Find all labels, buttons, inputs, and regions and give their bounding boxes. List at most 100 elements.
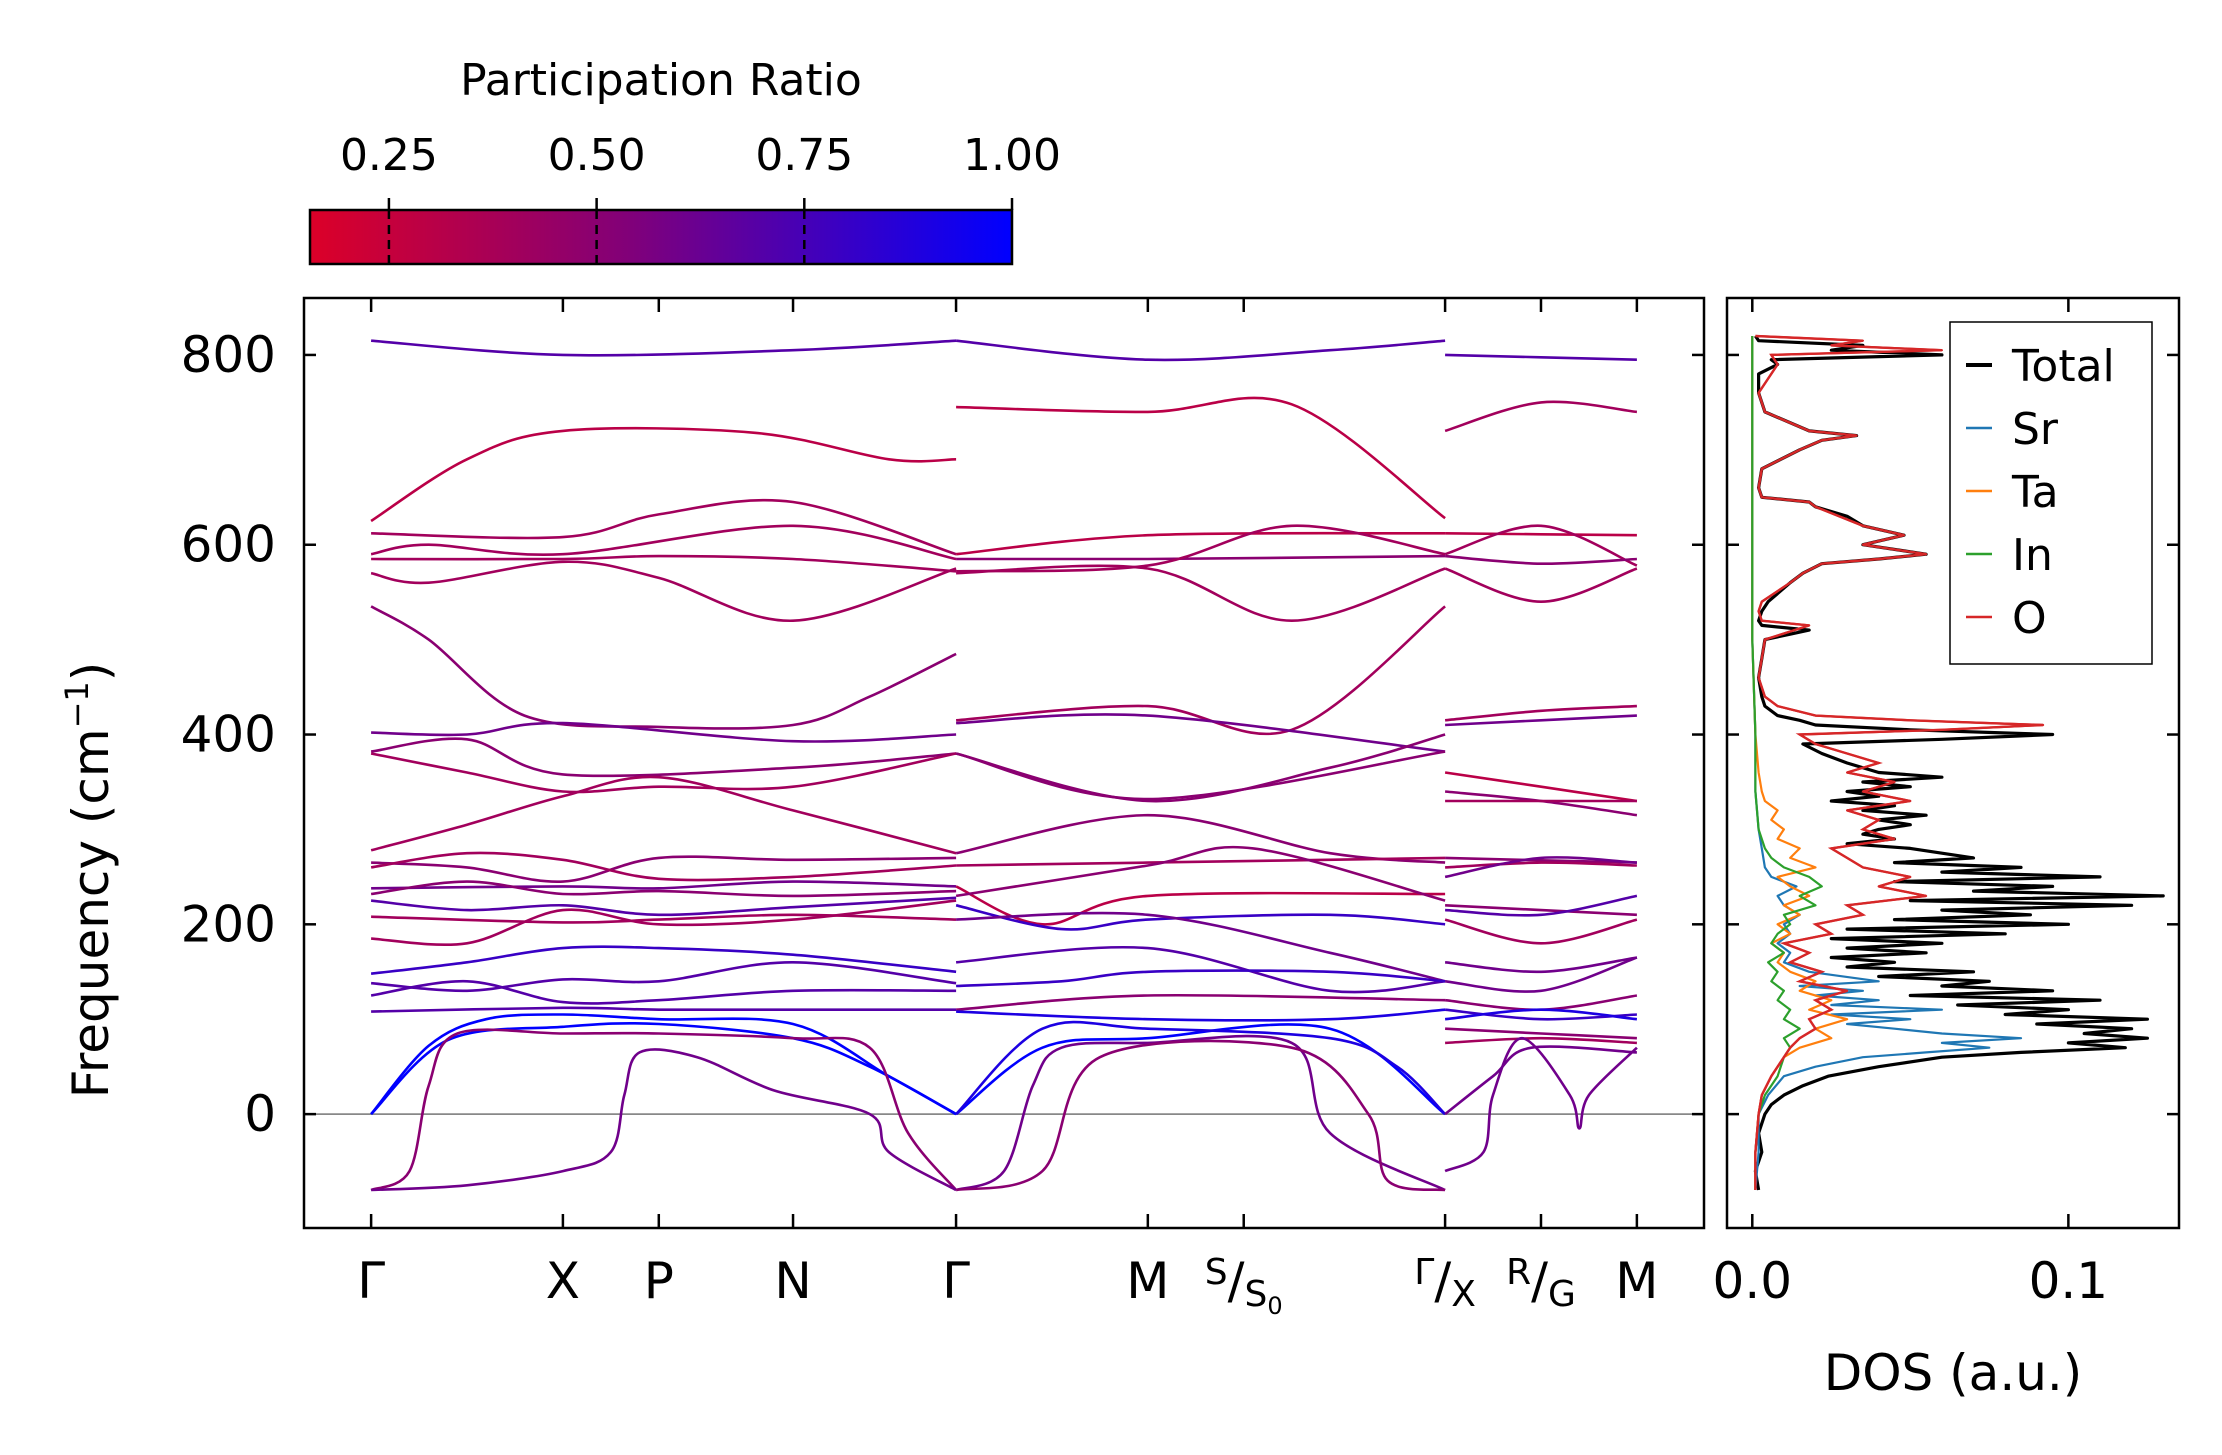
k-point-label: X	[546, 1252, 580, 1310]
k-point-sub: G	[1548, 1274, 1576, 1315]
phonon-branch	[956, 524, 1446, 573]
y-axis-label-text: Frequency (cm	[62, 728, 120, 1098]
phonon-branch	[370, 979, 957, 1005]
dos-series-o-overlay	[1754, 334, 2044, 1190]
phonon-branch	[371, 960, 957, 993]
dos-panel: 0.0 0.1 DOS (a.u.) Total Sr Ta In O	[1713, 296, 2181, 1402]
y-tick-label: 0	[244, 1085, 276, 1143]
phonon-branch	[956, 911, 1446, 983]
colorbar-tick-label: 0.75	[755, 130, 853, 181]
phonon-branch	[371, 855, 957, 883]
phonon-branch	[955, 531, 1446, 556]
phonon-branch	[956, 554, 1446, 561]
k-point-label: S/S0	[1205, 1252, 1283, 1320]
colorbar-ticks: 0.25 0.50 0.75 1.00	[340, 130, 1061, 264]
phonon-branch	[955, 1020, 1447, 1116]
legend-label: In	[2012, 530, 2053, 581]
phonon-branch	[1444, 1036, 1638, 1173]
phonon-branch	[1444, 956, 1638, 974]
phonon-branch	[1444, 524, 1638, 567]
phonon-branch	[371, 913, 957, 924]
phonon-branch	[955, 845, 1446, 902]
dispersion-branches	[304, 339, 1704, 1192]
phonon-branch	[1444, 956, 1638, 993]
phonon-branch	[956, 396, 1446, 520]
k-point-sup: Γ	[1414, 1252, 1434, 1293]
phonon-branch	[956, 1008, 1446, 1022]
phonon-branch	[370, 737, 957, 778]
phonon-branch	[1445, 894, 1638, 917]
k-point-label: N	[774, 1252, 811, 1310]
y-tick-label: 800	[181, 326, 276, 384]
legend-label: Sr	[2012, 404, 2059, 455]
k-point-label: Γ	[942, 1252, 970, 1310]
dispersion-frame	[302, 296, 1706, 1230]
phonon-branch	[370, 560, 957, 623]
colorbar-tick-label: 0.25	[340, 130, 438, 181]
phonon-branch	[1445, 532, 1637, 537]
phonon-branch	[370, 426, 957, 523]
k-point-sup: S	[1205, 1252, 1228, 1293]
dos-legend: Total Sr Ta In O	[1949, 321, 2153, 665]
phonon-branch	[955, 885, 1446, 926]
phonon-branch	[370, 775, 957, 855]
phonon-branch	[955, 339, 1446, 362]
k-point-sub: X	[1451, 1274, 1476, 1315]
legend-label: O	[2012, 593, 2047, 644]
k-point-label: Γ	[357, 1252, 385, 1310]
phonon-branch	[1444, 400, 1638, 433]
y-tick-label: 600	[181, 516, 276, 574]
phonon-branch	[371, 1006, 957, 1013]
phonon-branch	[1445, 904, 1637, 917]
phonon-branch	[370, 1028, 958, 1192]
phonon-branch	[956, 564, 1446, 622]
phonon-branch	[1444, 994, 1638, 1012]
dos-series-total	[1753, 335, 2165, 1191]
colorbar: Participation Ratio 0.25 0.50 0.75 1.00	[308, 55, 1061, 266]
phonon-branch	[370, 524, 957, 561]
phonon-branch	[371, 339, 957, 357]
phonon-branch	[370, 1013, 957, 1116]
phonon-branch	[370, 605, 957, 730]
k-point-slash: /	[1228, 1252, 1245, 1310]
phonon-branch	[370, 880, 957, 898]
phonon-branch	[956, 945, 1446, 994]
phonon-branch	[956, 993, 1446, 1011]
phonon-branch	[1445, 861, 1637, 869]
k-point-sub-index: 0	[1267, 1292, 1282, 1320]
k-point-sub: S	[1245, 1274, 1268, 1315]
k-point-label: R/G	[1506, 1252, 1576, 1315]
dos-series-ta	[1751, 336, 1849, 1190]
colorbar-tick-label: 0.50	[548, 130, 646, 181]
k-point-label: P	[644, 1252, 674, 1310]
phonon-branch	[1444, 771, 1638, 803]
y-axis-label-end: )	[62, 662, 120, 682]
phonon-branch	[371, 1048, 957, 1192]
k-point-sup: R	[1506, 1252, 1531, 1293]
phonon-branch	[1444, 1045, 1637, 1116]
phonon-branch	[956, 605, 1446, 736]
legend-box	[1949, 321, 2153, 665]
phonon-branch	[1445, 1027, 1637, 1040]
colorbar-gradient	[308, 208, 1014, 266]
phonon-branch	[1444, 554, 1637, 566]
phonon-branch	[955, 813, 1446, 864]
phonon-branch	[370, 896, 957, 917]
dos-frame	[1725, 296, 2181, 1230]
dos-series-sr	[1751, 336, 2023, 1191]
phonon-branch	[1444, 790, 1638, 817]
k-point-label: M	[1126, 1252, 1169, 1310]
y-tick-label: 400	[181, 706, 276, 764]
colorbar-tick-label: 1.00	[963, 130, 1061, 181]
phonon-branch	[1444, 567, 1638, 603]
k-point-slash: /	[1434, 1252, 1451, 1310]
phonon-branch	[955, 733, 1446, 803]
phonon-branch	[956, 713, 1446, 753]
dos-axes: 0.0 0.1	[1713, 298, 2108, 1310]
colorbar-title: Participation Ratio	[460, 55, 862, 106]
legend-label: Ta	[2011, 467, 2059, 518]
phonon-branch	[1445, 1036, 1637, 1045]
